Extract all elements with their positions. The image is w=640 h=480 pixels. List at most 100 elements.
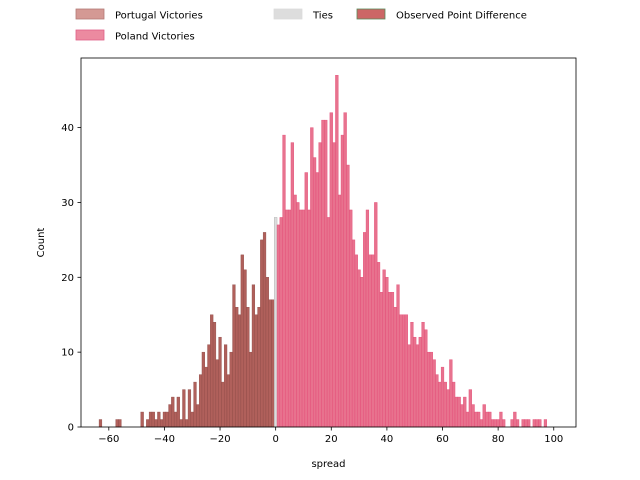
x-tick-label: −40 xyxy=(154,434,175,445)
histogram-bar xyxy=(354,254,358,428)
histogram-bar xyxy=(424,329,428,428)
histogram-bar xyxy=(279,217,283,428)
histogram-bar xyxy=(435,374,439,428)
x-tick-label: −60 xyxy=(98,434,119,445)
histogram-bar xyxy=(452,381,456,428)
histogram-bar xyxy=(296,202,300,428)
histogram-bar xyxy=(249,351,253,428)
histogram-bar xyxy=(301,209,306,428)
histogram-bar xyxy=(432,359,436,428)
histogram-bar xyxy=(357,269,361,428)
histogram-bar xyxy=(190,411,194,428)
plot-frame xyxy=(80,57,577,428)
series-ties xyxy=(274,217,278,428)
y-tick-label: 20 xyxy=(61,273,74,284)
histogram-bar xyxy=(510,419,514,428)
histogram-bar xyxy=(160,419,164,428)
legend: Portugal Victories Poland Victories Ties Ob… xyxy=(75,8,527,43)
histogram-bar xyxy=(338,194,342,428)
histogram-bar xyxy=(477,411,481,428)
histogram-bar xyxy=(115,419,119,428)
histogram-bar xyxy=(465,411,470,428)
histogram-bar xyxy=(393,307,397,428)
histogram-bar xyxy=(318,142,322,428)
histogram-bar xyxy=(346,164,350,428)
histogram-bar xyxy=(274,217,278,428)
histogram-bar xyxy=(368,254,372,428)
histogram-bar xyxy=(460,404,464,428)
histogram-bar xyxy=(268,299,272,428)
histogram-bar xyxy=(251,284,256,428)
histogram-bar xyxy=(185,419,189,428)
histogram-bar xyxy=(201,351,205,428)
histogram-bar xyxy=(154,419,158,428)
y-tick-label: 30 xyxy=(61,198,74,209)
histogram-bar xyxy=(496,419,500,428)
x-tick-label: 60 xyxy=(436,434,449,445)
histogram-bar xyxy=(524,419,528,428)
histogram-bar xyxy=(182,389,186,428)
legend-swatch xyxy=(273,8,303,20)
histogram-bar xyxy=(198,374,203,428)
x-tick-label: 20 xyxy=(325,434,338,445)
histogram-bar xyxy=(173,411,178,428)
histogram-bar xyxy=(226,374,230,428)
histogram-bar xyxy=(271,299,275,428)
histogram-bar xyxy=(376,262,381,428)
histogram-bar xyxy=(374,202,378,428)
histogram-bar xyxy=(468,389,472,428)
histogram-bar xyxy=(429,351,433,428)
y-tick-label: 40 xyxy=(61,123,74,134)
histogram-bar xyxy=(449,359,453,428)
histogram-bar xyxy=(479,419,484,428)
y-tick-label: 10 xyxy=(61,348,74,359)
histogram-bar xyxy=(218,336,222,428)
histogram-bar xyxy=(390,292,395,428)
histogram-bar xyxy=(171,396,175,428)
histogram-bar xyxy=(543,419,548,428)
histogram-bar xyxy=(212,322,217,428)
y-axis-label: Count xyxy=(36,228,47,258)
histogram-bar xyxy=(204,366,208,428)
histogram-bar xyxy=(371,254,375,428)
y-tick-label: 0 xyxy=(68,423,74,434)
histogram-bar xyxy=(285,209,289,428)
histogram-bar xyxy=(490,419,495,428)
histogram-bar xyxy=(229,351,233,428)
x-tick-label: −20 xyxy=(209,434,230,445)
histogram-bar xyxy=(474,411,478,428)
histogram-bar xyxy=(454,396,459,428)
histogram-bar xyxy=(187,389,192,428)
histogram-bar xyxy=(329,112,333,428)
x-axis-label: spread xyxy=(311,459,345,470)
histogram-bar xyxy=(98,419,103,428)
histogram-bar xyxy=(482,404,486,428)
histogram-bar xyxy=(488,411,492,428)
histogram-bar xyxy=(254,314,258,428)
histogram-bar xyxy=(349,209,353,428)
histogram-bar xyxy=(257,307,261,428)
histogram-bar xyxy=(360,277,364,428)
x-tick-label: 0 xyxy=(272,434,278,445)
histogram-bar xyxy=(313,157,317,428)
x-tick-label: 40 xyxy=(381,434,394,445)
histogram-bar xyxy=(237,314,242,428)
histogram-bar xyxy=(415,344,420,428)
histogram-bar xyxy=(260,239,264,428)
histogram-bar xyxy=(162,411,167,428)
histogram-bar xyxy=(157,411,161,428)
histogram-bar xyxy=(502,419,506,428)
legend-label: Observed Point Difference xyxy=(396,11,527,22)
histogram-bar xyxy=(326,217,331,428)
histogram-bar xyxy=(146,419,150,428)
histogram-bar xyxy=(315,172,319,428)
histogram-bar xyxy=(363,232,367,428)
histogram-bar xyxy=(232,284,236,428)
histogram-bar xyxy=(196,404,200,428)
histogram-bar xyxy=(427,351,431,428)
histogram-bar xyxy=(148,411,153,428)
histogram-bar xyxy=(513,411,517,428)
histogram-bar xyxy=(535,419,539,428)
histogram-bar xyxy=(310,127,314,428)
histogram-bar xyxy=(324,119,328,428)
